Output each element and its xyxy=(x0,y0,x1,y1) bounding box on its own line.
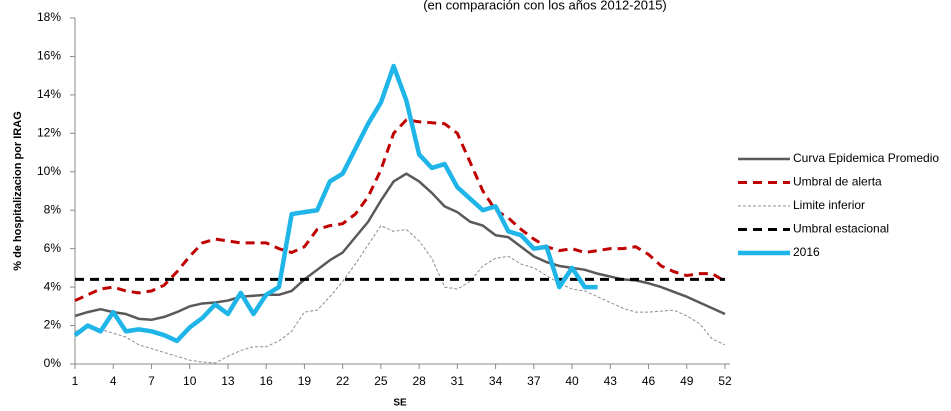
series-line xyxy=(74,118,726,302)
x-tick-label: 37 xyxy=(527,374,541,388)
y-tick-label: 8% xyxy=(44,202,62,216)
y-tick-label: 10% xyxy=(37,164,61,178)
x-tick-label: 49 xyxy=(680,374,694,388)
x-tick-label: 40 xyxy=(565,374,579,388)
x-tick-label: 52 xyxy=(718,374,732,388)
series-line xyxy=(73,63,598,344)
x-tick-label: 22 xyxy=(336,374,350,388)
x-tick-label: 1 xyxy=(72,374,79,388)
y-tick-label: 0% xyxy=(44,356,62,370)
x-tick-label: 31 xyxy=(451,374,465,388)
x-tick-label: 46 xyxy=(642,374,656,388)
x-tick-label: 43 xyxy=(604,374,618,388)
series-line xyxy=(74,225,726,364)
x-tick-label: 25 xyxy=(374,374,388,388)
x-tick-label: 4 xyxy=(110,374,117,388)
legend-label: Curva Epidemica Promedio xyxy=(793,151,939,165)
y-tick-label: 18% xyxy=(37,10,61,24)
legend-label: Umbral de alerta xyxy=(793,175,882,189)
x-tick-label: 28 xyxy=(412,374,426,388)
x-tick-label: 10 xyxy=(183,374,197,388)
y-tick-label: 6% xyxy=(44,241,62,255)
x-tick-label: 19 xyxy=(298,374,312,388)
chart-subtitle: (en comparación con los años 2012-2015) xyxy=(423,0,667,12)
legend-label: 2016 xyxy=(793,245,820,259)
x-tick-label: 16 xyxy=(259,374,273,388)
x-tick-label: 7 xyxy=(148,374,155,388)
legend-label: Umbral estacional xyxy=(793,222,889,236)
y-tick-label: 4% xyxy=(44,279,62,293)
x-axis-label: SE xyxy=(393,398,407,409)
y-tick-label: 14% xyxy=(37,87,61,101)
y-tick-label: 2% xyxy=(44,318,62,332)
y-tick-label: 16% xyxy=(37,49,61,63)
y-tick-label: 12% xyxy=(37,126,61,140)
x-tick-label: 34 xyxy=(489,374,503,388)
y-axis-label: % de hospitalizacion por IRAG xyxy=(12,111,24,271)
series-line xyxy=(74,172,726,322)
x-tick-label: 13 xyxy=(221,374,235,388)
legend-label: Limite inferior xyxy=(793,198,865,212)
